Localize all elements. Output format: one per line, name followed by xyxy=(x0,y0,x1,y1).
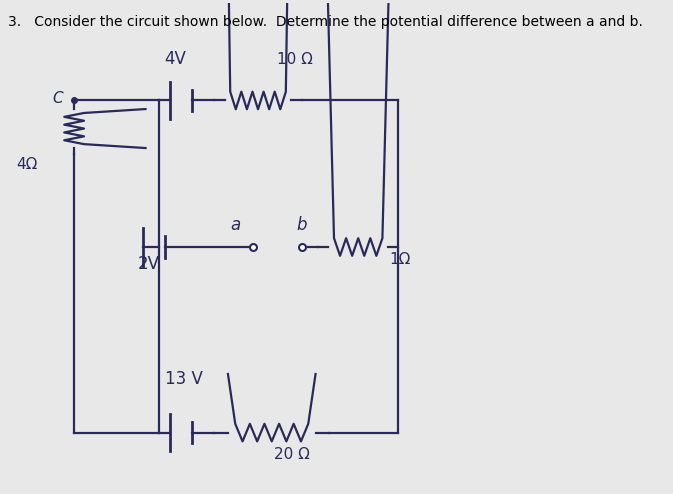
Text: 1Ω: 1Ω xyxy=(390,252,411,267)
Text: 10 Ω: 10 Ω xyxy=(277,52,313,67)
Text: a: a xyxy=(231,216,241,234)
Text: 13 V: 13 V xyxy=(165,370,203,388)
Text: 4V: 4V xyxy=(165,50,186,68)
Text: C: C xyxy=(52,91,63,106)
Text: b: b xyxy=(296,216,307,234)
Text: 20 Ω: 20 Ω xyxy=(275,448,310,462)
Text: 2V: 2V xyxy=(137,255,160,273)
Text: 4Ω: 4Ω xyxy=(17,157,38,172)
Text: 3.   Consider the circuit shown below.  Determine the potential difference betwe: 3. Consider the circuit shown below. Det… xyxy=(8,15,643,29)
